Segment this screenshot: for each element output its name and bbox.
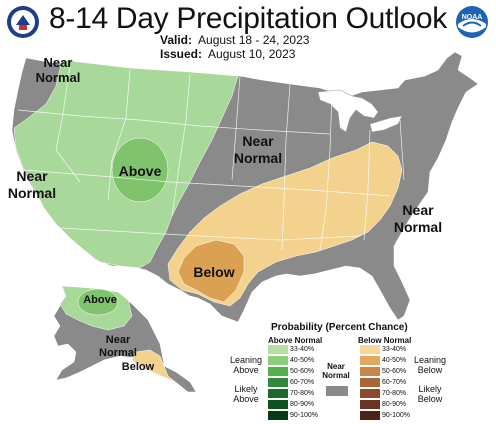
legend-above-bin-label-6: 90-100% (290, 412, 319, 419)
legend-above-swatch-4 (268, 389, 288, 398)
legend-likely-below-2: Below (417, 394, 443, 404)
legend-normal-word: Normal (322, 371, 350, 380)
label-west-near-normal: Near Normal (6, 168, 58, 202)
legend-likely-above-2: Above (233, 394, 259, 404)
valid-label: Valid: (160, 33, 193, 47)
noaa-logo-text: NOAA (462, 14, 483, 21)
legend-below-swatch-3 (360, 378, 380, 387)
legend-title: Probability (Percent Chance) (271, 322, 408, 333)
map-title: 8-14 Day Precipitation Outlook (49, 2, 447, 35)
state-boundaries (17, 65, 405, 251)
legend-below-swatch-4 (360, 389, 380, 398)
label-ak-below: Below (121, 361, 155, 373)
legend-above-swatch-3 (268, 378, 288, 387)
legend-near-word: Near (327, 362, 345, 371)
legend-above-bin-label-2: 50-60% (290, 368, 315, 375)
valid-value: August 18 - 24, 2023 (198, 33, 310, 47)
legend-likely-above-1: Likely (234, 384, 258, 394)
legend-above-bin-label-5: 80-90% (290, 401, 315, 408)
legend-below-bin-label-0: 33-40% (382, 346, 407, 353)
legend-below-bin-label-6: 90-100% (382, 412, 411, 419)
legend-below-head: Below Normal (358, 336, 412, 345)
label-ak-normal: Normal (99, 347, 137, 359)
legend-below-swatch-0 (360, 345, 380, 354)
legend-likely-below-1: Likely (418, 384, 442, 394)
label-above: Above (118, 163, 162, 179)
legend-above-bin-label-0: 33-40% (290, 346, 315, 353)
legend-likely-above: Likely Above (228, 384, 264, 404)
alaska-near-normal-panhandle (163, 365, 197, 393)
legend-above-bin-label-3: 60-70% (290, 379, 315, 386)
legend-above-swatch-5 (268, 400, 288, 409)
label-below: Below (193, 264, 235, 280)
legend-below-swatch-5 (360, 400, 380, 409)
legend-below-bin-label-2: 50-60% (382, 368, 407, 375)
label-ak-near-normal: Near Normal (98, 334, 138, 360)
label-nw-normal: Normal (35, 70, 81, 85)
legend-leaning-below-1: Leaning (413, 355, 447, 365)
legend-above-bin-label-4: 70-80% (290, 390, 315, 397)
legend-below-swatch-6 (360, 411, 380, 420)
legend-below-bin-label-1: 40-50% (382, 357, 407, 364)
legend-below-bin-label-5: 80-90% (382, 401, 407, 408)
legend-leaning-below-2: Below (417, 365, 443, 375)
label-central-near: Near (242, 133, 274, 149)
label-east-normal: Normal (393, 219, 443, 235)
great-lakes (317, 89, 379, 133)
label-nw-near: Near (43, 55, 73, 70)
legend-below-bin-label-3: 60-70% (382, 379, 407, 386)
legend-above-bin-label-1: 40-50% (290, 357, 315, 364)
label-west-normal: Normal (7, 185, 57, 201)
legend-leaning-above-1: Leaning (229, 355, 263, 365)
central-below-core (177, 239, 245, 303)
legend-below-bin-label-4: 70-80% (382, 390, 407, 397)
doc-seal-icon (7, 6, 39, 38)
legend-above-head: Above Normal (268, 336, 323, 345)
label-nw-near-normal: Near Normal (34, 55, 82, 85)
legend-above-swatch-6 (268, 411, 288, 420)
label-east-near: Near (402, 202, 434, 218)
label-west-near: Near (16, 168, 48, 184)
valid-line: Valid: August 18 - 24, 2023 (160, 33, 309, 47)
issued-line: Issued: August 10, 2023 (160, 47, 295, 61)
noaa-logo-icon: NOAA (456, 6, 488, 38)
alaska-above-core (77, 288, 119, 316)
label-east-near-normal: Near Normal (390, 202, 446, 236)
legend-near-normal-swatch (326, 386, 348, 396)
issued-label: Issued: (160, 47, 203, 61)
legend-below-swatch-1 (360, 356, 380, 365)
label-central-normal: Normal (233, 150, 283, 166)
legend-leaning-below: Leaning Below (412, 355, 448, 375)
label-central-near-normal: Near Normal (230, 133, 286, 167)
legend-near-head: Near Normal (320, 362, 352, 380)
label-ak-near: Near (105, 334, 131, 346)
legend-leaning-above: Leaning Above (228, 355, 264, 375)
label-ak-above: Above (83, 294, 117, 306)
legend-likely-below: Likely Below (412, 384, 448, 404)
legend-above-swatch-0 (268, 345, 288, 354)
west-above-core (111, 137, 169, 203)
legend-above-swatch-1 (268, 356, 288, 365)
legend-leaning-above-2: Above (233, 365, 259, 375)
issued-value: August 10, 2023 (208, 47, 296, 61)
legend-above-swatch-2 (268, 367, 288, 376)
legend-below-swatch-2 (360, 367, 380, 376)
lake-erie (369, 115, 403, 133)
